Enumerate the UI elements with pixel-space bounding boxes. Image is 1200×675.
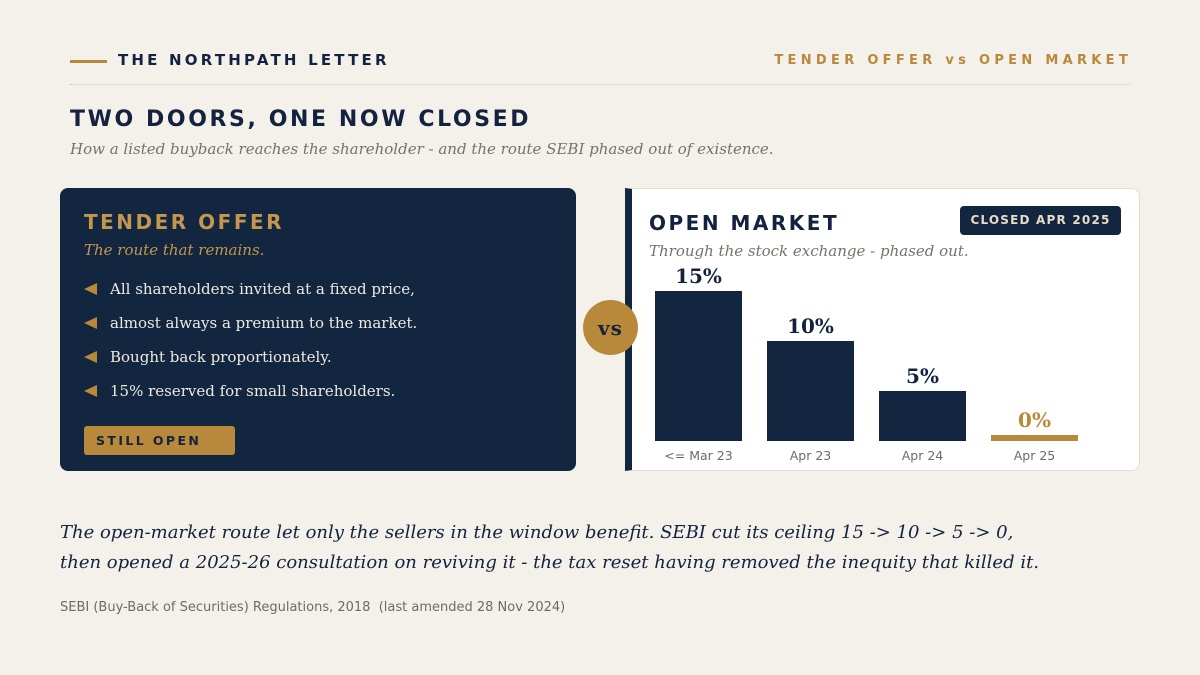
bullet-text: All shareholders invited at a fixed pric… xyxy=(110,280,415,298)
open-market-title: OPEN MARKET xyxy=(649,211,840,235)
closed-badge: CLOSED APR 2025 xyxy=(960,206,1121,235)
x-tick-label: Apr 24 xyxy=(902,448,944,463)
tender-offer-subtitle: The route that remains. xyxy=(84,241,265,259)
x-tick-label: <= Mar 23 xyxy=(664,448,732,463)
bullet-text: almost always a premium to the market. xyxy=(110,314,418,332)
page-title: TWO DOORS, ONE NOW CLOSED xyxy=(70,107,532,132)
bar-1 xyxy=(767,341,854,441)
open-market-card: OPEN MARKET Through the stock exchange -… xyxy=(625,188,1140,471)
list-item: almost always a premium to the market. xyxy=(84,313,417,347)
brand-name: THE NORTHPATH LETTER xyxy=(118,51,390,69)
x-tick-label: Apr 23 xyxy=(790,448,832,463)
bar-value-label: 10% xyxy=(787,314,834,338)
vs-badge: vs xyxy=(583,300,638,355)
triangle-bullet-icon xyxy=(84,385,97,397)
tender-offer-title: TENDER OFFER xyxy=(84,210,285,234)
header-divider xyxy=(70,84,1130,85)
triangle-bullet-icon xyxy=(84,283,97,295)
bullet-text: Bought back proportionately. xyxy=(110,348,332,366)
page-subtitle: How a listed buyback reaches the shareho… xyxy=(70,140,774,158)
footnote-line-1: The open-market route let only the selle… xyxy=(60,522,1014,543)
bar-2 xyxy=(879,391,966,441)
masthead-rule xyxy=(70,60,107,63)
bar-3 xyxy=(991,435,1078,441)
open-market-subtitle: Through the stock exchange - phased out. xyxy=(649,242,969,260)
section-kicker: TENDER OFFER vs OPEN MARKET xyxy=(774,53,1132,68)
still-open-badge: STILL OPEN xyxy=(84,426,235,455)
list-item: 15% reserved for small shareholders. xyxy=(84,381,417,415)
list-item: All shareholders invited at a fixed pric… xyxy=(84,279,417,313)
source-citation: SEBI (Buy-Back of Securities) Regulation… xyxy=(60,600,566,615)
bar-value-label: 15% xyxy=(675,264,722,288)
x-tick-label: Apr 25 xyxy=(1014,448,1056,463)
triangle-bullet-icon xyxy=(84,317,97,329)
bullet-text: 15% reserved for small shareholders. xyxy=(110,382,396,400)
list-item: Bought back proportionately. xyxy=(84,347,417,381)
footnote: The open-market route let only the selle… xyxy=(60,518,1039,578)
footnote-line-2: then opened a 2025-26 consultation on re… xyxy=(60,552,1040,573)
bar-value-label: 5% xyxy=(906,364,939,388)
bar-value-label: 0% xyxy=(1018,408,1051,432)
tender-offer-card: TENDER OFFER The route that remains. All… xyxy=(60,188,576,471)
bar-0 xyxy=(655,291,742,441)
triangle-bullet-icon xyxy=(84,351,97,363)
ceiling-bar-chart: 15% <= Mar 23 10% Apr 23 5% Apr 24 0% Apr 25 xyxy=(655,264,1078,463)
tender-offer-bullets: All shareholders invited at a fixed pric… xyxy=(84,279,417,415)
